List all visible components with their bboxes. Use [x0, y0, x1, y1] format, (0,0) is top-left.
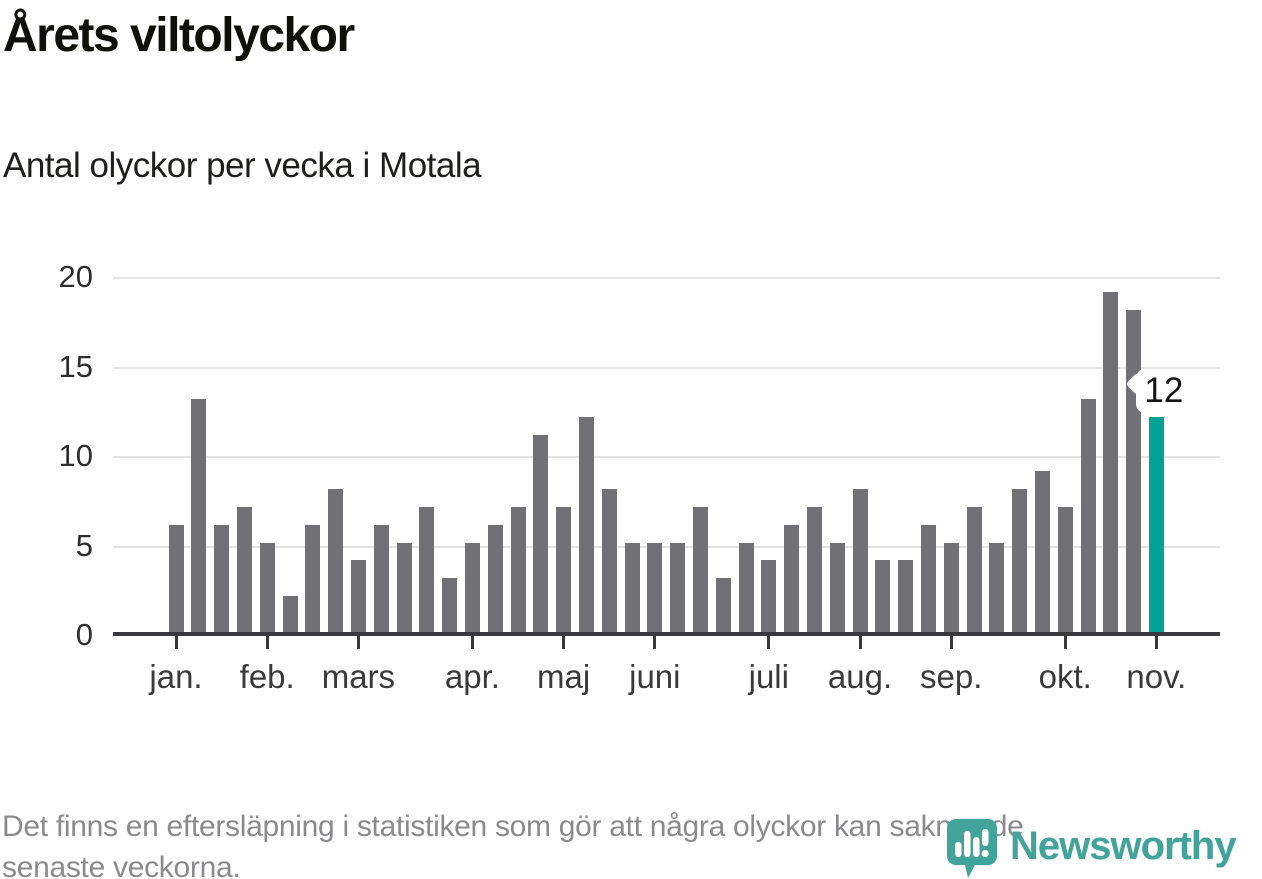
bar-week	[236, 506, 252, 632]
bar-week	[829, 542, 845, 632]
bar-week	[943, 542, 959, 632]
month-label-maj: maj	[537, 658, 591, 695]
bar-week	[442, 578, 458, 632]
bar-week	[1103, 291, 1119, 632]
bar-week	[875, 560, 891, 632]
bar-week	[305, 524, 321, 632]
bar-week	[464, 542, 480, 632]
x-tick-juni	[653, 636, 657, 649]
x-tick-jan	[174, 636, 178, 649]
x-axis-line	[113, 632, 1220, 636]
y-tick-label-10: 10	[58, 438, 93, 473]
gridline-5	[113, 545, 1220, 548]
bar-week	[852, 488, 868, 632]
bar-week	[920, 524, 936, 632]
footnote: Det finns en eftersläpning i statistiken…	[2, 806, 1024, 879]
newsworthy-logo: Newsworthy	[946, 818, 1237, 879]
gridline-15	[113, 366, 1220, 369]
x-tick-aug	[858, 636, 862, 649]
highlight-value-bubble: 12	[1125, 369, 1192, 414]
x-tick-apr	[470, 636, 474, 649]
month-label-juli: juli	[748, 658, 789, 695]
footnote-line-2: senaste veckorna.	[2, 851, 241, 879]
month-label-juni: juni	[629, 658, 681, 695]
bar-week	[898, 560, 914, 632]
bar-week	[350, 560, 366, 632]
x-tick-sep	[949, 636, 953, 649]
bar-week	[989, 542, 1005, 632]
bar-week	[282, 596, 298, 632]
bar-week	[715, 578, 731, 632]
bar-week	[601, 488, 617, 632]
bar-week	[419, 506, 435, 632]
bar-week	[556, 506, 572, 632]
bar-week	[966, 506, 982, 632]
bar-week	[738, 542, 754, 632]
bar-week	[396, 542, 412, 632]
y-tick-label-15: 15	[58, 348, 93, 384]
brand-name: Newsworthy	[1010, 824, 1237, 868]
bar-week	[578, 417, 594, 632]
footnote-line-1: Det finns en eftersläpning i statistiken…	[2, 810, 1024, 843]
month-label-mars: mars	[321, 658, 396, 695]
bar-week	[784, 524, 800, 632]
month-label-nov: nov.	[1126, 658, 1187, 695]
bar-week	[373, 524, 389, 632]
month-label-feb: feb.	[239, 658, 295, 695]
bar-week	[806, 506, 822, 632]
newsworthy-pin-bar-chart-icon	[947, 819, 997, 878]
y-tick-label-0: 0	[75, 617, 93, 652]
bar-week	[487, 524, 503, 632]
chart-subtitle: Antal olyckor per vecka i Motala	[3, 146, 482, 185]
bar-week	[533, 435, 549, 632]
gridline-10	[113, 456, 1220, 458]
month-label-aug: aug.	[827, 658, 893, 695]
bar-current-week	[1148, 417, 1164, 632]
bar-week	[1080, 399, 1096, 632]
y-tick-label-20: 20	[58, 259, 93, 294]
bar-week	[624, 542, 640, 632]
bar-week	[647, 542, 663, 632]
bar-week	[168, 524, 184, 632]
month-label-jan: jan.	[149, 658, 203, 695]
page-title: Årets viltolyckor	[3, 9, 355, 62]
bar-week	[1012, 488, 1028, 632]
x-tick-feb	[265, 636, 269, 649]
x-tick-mars	[356, 636, 360, 649]
highlight-value-label: 12	[1144, 371, 1184, 411]
x-tick-okt	[1063, 636, 1067, 649]
gridline-20	[113, 277, 1220, 279]
bar-week	[1034, 470, 1050, 632]
month-label-okt: okt.	[1038, 658, 1092, 695]
x-tick-juli	[767, 636, 771, 649]
x-tick-maj	[562, 636, 566, 649]
bar-week	[328, 488, 344, 632]
bar-week	[1057, 506, 1073, 632]
bar-week	[761, 560, 777, 632]
x-tick-nov	[1154, 636, 1158, 649]
month-label-sep: sep.	[920, 658, 983, 695]
bar-week	[510, 506, 526, 632]
bar-week	[670, 542, 686, 632]
bar-week	[191, 399, 207, 632]
bar-week	[1126, 309, 1142, 632]
bar-week	[214, 524, 230, 632]
bar-week	[259, 542, 275, 632]
month-label-apr: apr.	[444, 658, 500, 695]
y-tick-label-5: 5	[75, 527, 93, 563]
bar-week	[692, 506, 708, 632]
